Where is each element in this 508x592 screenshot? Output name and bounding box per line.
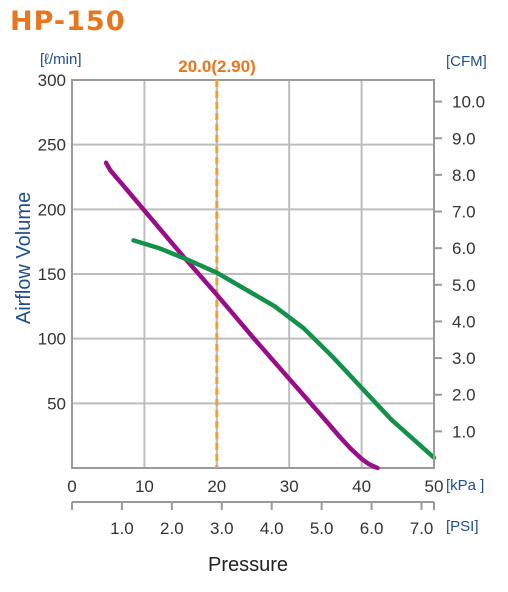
x2-tick-label: 6.0 [360,519,384,538]
series-line-1 [103,160,380,471]
axes: 0 10 20 30 40 50 50 100 150 200 250 300 1.0 2.0 3.0 4.0… [38,71,485,538]
y-tick-label: 150 [38,265,66,284]
x-tick-label: 30 [280,477,299,496]
x-axis-label: Pressure [208,554,288,576]
y2-tick-label: 5.0 [452,276,476,295]
y2-tick-label: 1.0 [452,422,476,441]
x2-unit-label: [PSI] [446,518,479,535]
y2-tick-label: 9.0 [452,129,476,148]
y2-tick-label: 10.0 [452,93,485,112]
chart-title: HP-150 [10,6,126,37]
y2-tick-label: 3.0 [452,349,476,368]
x-tick-label: 0 [67,477,76,496]
x2-tick-label: 4.0 [260,519,284,538]
y2-tick-label: 8.0 [452,166,476,185]
series-line-2 [131,238,437,460]
y2-tick-label: 4.0 [452,312,476,331]
x2-tick-label: 2.0 [160,519,184,538]
x-tick-label: 20 [207,477,226,496]
y2-tick-label: 6.0 [452,239,476,258]
marker-label: 20.0(2.90) [178,57,256,76]
y-tick-label: 300 [38,71,66,90]
y-tick-label: 100 [38,330,66,349]
x-tick-label: 40 [352,477,371,496]
y2-tick-label: 2.0 [452,386,476,405]
y-axis-label: Airflow Volume [13,192,35,324]
x2-tick-label: 3.0 [210,519,234,538]
series-group [103,160,437,471]
x-tick-label: 10 [135,477,154,496]
y-unit-label: [ℓ/min] [40,51,82,68]
y-tick-label: 50 [47,394,66,413]
y2-unit-label: [CFM] [446,53,487,70]
x-tick-label: 50 [425,477,444,496]
y2-tick-label: 7.0 [452,203,476,222]
x2-tick-label: 1.0 [110,519,134,538]
y-tick-label: 200 [38,200,66,219]
y-tick-label: 250 [38,136,66,155]
x2-tick-label: 5.0 [310,519,334,538]
x2-tick-label: 7.0 [410,519,434,538]
x-unit-label: [kPa ] [446,477,484,494]
